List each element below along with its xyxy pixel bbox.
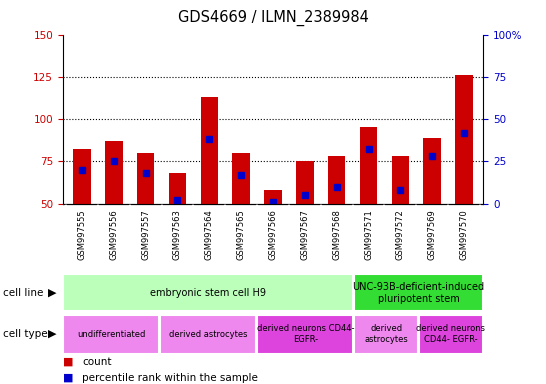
Text: GSM997557: GSM997557 xyxy=(141,209,150,260)
Bar xyxy=(258,314,353,354)
Bar xyxy=(264,190,282,204)
Text: derived
astrocytes: derived astrocytes xyxy=(364,324,408,344)
Text: GSM997570: GSM997570 xyxy=(460,209,468,260)
Text: GSM997566: GSM997566 xyxy=(269,209,277,260)
Bar xyxy=(360,127,377,204)
Text: ▶: ▶ xyxy=(48,329,56,339)
Bar xyxy=(391,156,409,204)
Bar xyxy=(455,75,473,204)
Bar xyxy=(73,149,91,204)
Text: cell type: cell type xyxy=(3,329,48,339)
Text: derived astrocytes: derived astrocytes xyxy=(169,329,247,339)
Text: GSM997555: GSM997555 xyxy=(78,209,86,260)
Text: UNC-93B-deficient-induced
pluripotent stem: UNC-93B-deficient-induced pluripotent st… xyxy=(353,282,485,304)
Text: GSM997565: GSM997565 xyxy=(236,209,246,260)
Text: embryonic stem cell H9: embryonic stem cell H9 xyxy=(150,288,266,298)
Text: GSM997564: GSM997564 xyxy=(205,209,214,260)
Text: undifferentiated: undifferentiated xyxy=(77,329,145,339)
Text: count: count xyxy=(82,356,111,367)
Bar xyxy=(63,314,159,354)
Bar xyxy=(419,314,483,354)
Bar xyxy=(161,314,256,354)
Bar xyxy=(354,314,418,354)
Text: GSM997568: GSM997568 xyxy=(332,209,341,260)
Text: GSM997572: GSM997572 xyxy=(396,209,405,260)
Text: derived neurons
CD44- EGFR-: derived neurons CD44- EGFR- xyxy=(417,324,485,344)
Text: percentile rank within the sample: percentile rank within the sample xyxy=(82,372,258,383)
Text: GSM997563: GSM997563 xyxy=(173,209,182,260)
Text: GSM997571: GSM997571 xyxy=(364,209,373,260)
Text: GSM997569: GSM997569 xyxy=(428,209,437,260)
Bar xyxy=(200,97,218,204)
Text: ■: ■ xyxy=(63,356,73,367)
Bar xyxy=(137,153,155,204)
Text: GSM997556: GSM997556 xyxy=(109,209,118,260)
Text: GSM997567: GSM997567 xyxy=(300,209,310,260)
Text: derived neurons CD44-
EGFR-: derived neurons CD44- EGFR- xyxy=(257,324,354,344)
Bar xyxy=(354,274,483,311)
Text: ■: ■ xyxy=(63,372,73,383)
Bar xyxy=(424,137,441,204)
Bar xyxy=(233,153,250,204)
Text: ▶: ▶ xyxy=(48,288,56,298)
Bar xyxy=(296,161,313,204)
Text: GDS4669 / ILMN_2389984: GDS4669 / ILMN_2389984 xyxy=(177,10,369,26)
Bar xyxy=(105,141,122,204)
Bar xyxy=(63,274,353,311)
Bar xyxy=(328,156,346,204)
Text: cell line: cell line xyxy=(3,288,43,298)
Bar xyxy=(169,173,186,204)
